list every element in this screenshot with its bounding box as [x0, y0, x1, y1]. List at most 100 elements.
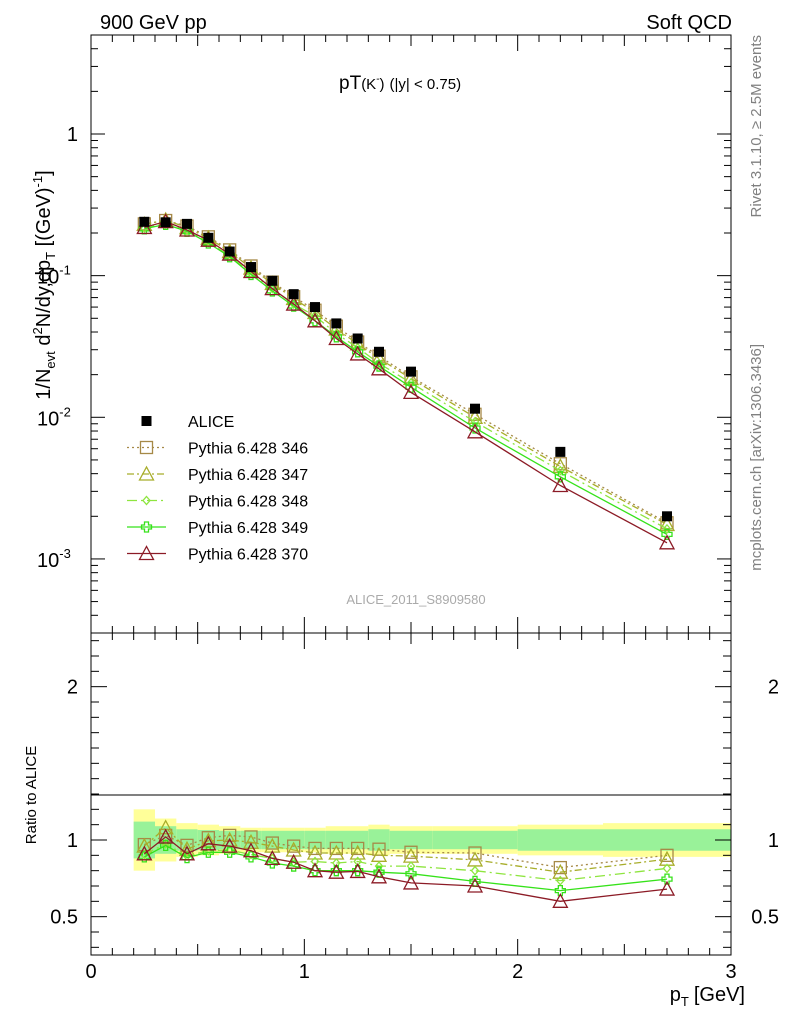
ratio-point [552, 863, 569, 879]
ratio-point [245, 851, 257, 863]
mcplots-label: mcplots.cern.ch [arXiv:1306.3436] [748, 344, 765, 571]
data-point [267, 275, 278, 286]
title-particle: (K [361, 76, 376, 93]
ratio-point [328, 863, 345, 879]
series-point [349, 345, 366, 361]
legend-item-3: Pythia 6.428 349 [127, 520, 308, 537]
ratio-point [661, 873, 673, 885]
ratio-point [200, 835, 217, 851]
title-main: pT [339, 73, 362, 94]
rivet-label: Rivet 3.1.10, ≥ 2.5M events [748, 35, 765, 218]
ratio-point [178, 840, 196, 856]
main-data [139, 216, 672, 522]
inner-band [603, 829, 731, 851]
title-close: ) [380, 76, 385, 93]
ratio-point [221, 837, 238, 853]
ratio-point [223, 828, 237, 843]
ratio-point [349, 863, 366, 879]
analysis-id: ALICE_2011_S8909580 [346, 592, 485, 607]
ratio-point [555, 875, 565, 886]
ratio-line [143, 836, 668, 902]
ratio-point [331, 858, 341, 868]
ratio-y-tick-label-right: 0.5 [751, 907, 779, 929]
series-point [288, 300, 300, 312]
inner-band [325, 830, 347, 850]
ratio-line [143, 826, 668, 873]
series-point [328, 320, 345, 336]
series-point [466, 423, 484, 439]
title-cut: (|y| < 0.75) [390, 76, 462, 93]
ratio-series-0 [137, 828, 674, 875]
x-tick-label: 0 [85, 961, 96, 983]
ratio-plot: 0.5 0.5 1 1 2 2 0 1 2 3 Ratio to ALICE pT [GeV] [23, 632, 779, 1009]
y-tick-label: 1 [67, 124, 78, 146]
data-point [662, 511, 672, 522]
series-point [370, 360, 388, 376]
data-point [160, 217, 171, 228]
y-axis-label-text: 1/Nevt d2N/dy,dpT [(GeV)-1] [30, 170, 58, 399]
ratio-point [406, 861, 416, 872]
legend-marker [139, 440, 154, 455]
ratio-line [143, 844, 668, 892]
main-series [136, 211, 676, 550]
legend-item-4: Pythia 6.428 370 [127, 545, 308, 564]
x-tick-label: 2 [512, 961, 523, 983]
y-tick-label: 10-1 [37, 263, 71, 289]
series-point [658, 516, 676, 532]
ratio-point [306, 862, 324, 878]
legend-label: Pythia 6.428 370 [188, 547, 308, 564]
legend-item-0: Pythia 6.428 346 [127, 441, 308, 458]
data-point [331, 318, 342, 329]
ratio-y-tick-label-right: 2 [768, 677, 779, 699]
data-point [470, 403, 480, 414]
ratio-point [658, 880, 676, 896]
legend-label: Pythia 6.428 347 [188, 467, 308, 484]
inner-band [368, 829, 390, 851]
ratio-series [136, 819, 676, 908]
series-point [552, 477, 569, 493]
ratio-point [466, 877, 484, 893]
series-point [306, 312, 324, 328]
inner-band [389, 830, 433, 850]
ratio-line [144, 843, 668, 882]
series-point [555, 465, 565, 476]
ratio-point [470, 865, 480, 876]
legend-item-data: ALICE [141, 414, 234, 431]
ratio-point [157, 819, 174, 835]
ratio-point [370, 868, 388, 884]
ratio-point [372, 842, 386, 856]
series-line [144, 219, 668, 524]
series-line [144, 223, 668, 530]
legend-marker [140, 521, 153, 533]
title-charge: - [376, 74, 379, 85]
data-point [182, 218, 192, 229]
header-right: Soft QCD [646, 12, 732, 34]
x-tick-label: 1 [299, 961, 310, 983]
data-point [224, 246, 235, 257]
ratio-y-tick-label: 0.5 [50, 907, 78, 929]
legend-marker [138, 465, 155, 481]
ratio-point [468, 846, 482, 860]
series-point [553, 457, 567, 471]
ratio-point [287, 839, 301, 853]
ratio-point [157, 828, 174, 844]
legend-item-1: Pythia 6.428 347 [127, 465, 308, 484]
legend-marker [138, 545, 155, 561]
series-point [310, 310, 320, 321]
ratio-point [660, 848, 674, 862]
data-point [203, 232, 214, 243]
legend-marker [141, 416, 152, 426]
legend-label: Pythia 6.428 349 [188, 520, 308, 537]
series-point [136, 219, 153, 235]
ratio-y-tick-label: 1 [67, 830, 78, 852]
header-left: 900 GeV pp [100, 12, 207, 34]
series-point [662, 523, 672, 534]
data-point [246, 262, 256, 273]
data-point [139, 216, 150, 227]
y-tick-label: 10-2 [37, 404, 71, 430]
ratio-point [265, 836, 279, 850]
ratio-y-tick-label: 2 [67, 677, 78, 699]
main-frame [90, 34, 732, 634]
x-tick-label: 3 [725, 961, 736, 983]
